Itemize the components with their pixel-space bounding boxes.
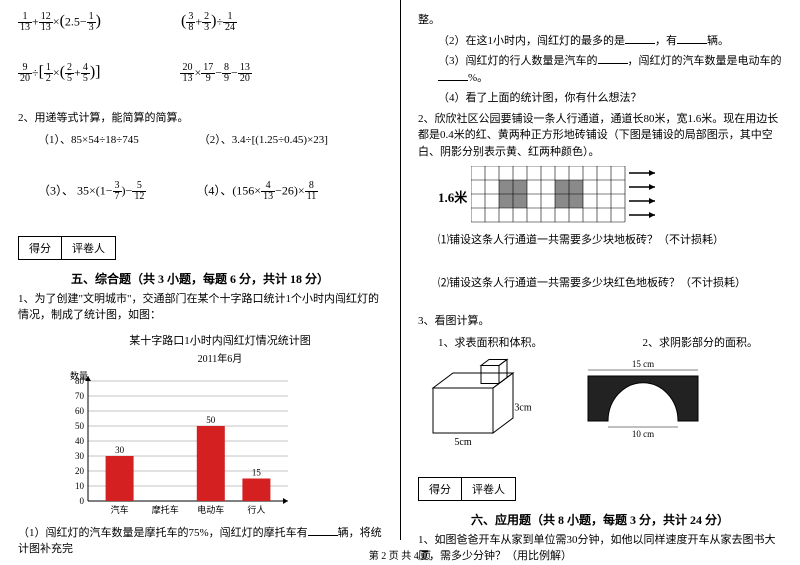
score-label: 得分 <box>419 478 462 500</box>
page-footer: 第 2 页 共 4 页 <box>0 547 800 562</box>
section-5-title: 五、综合题（共 3 小题，每题 6 分，共计 18 分） <box>18 270 382 287</box>
bar-chart: 某十字路口1小时内闯红灯情况统计图 2011年6月 数量010203040506… <box>58 332 382 521</box>
q2-row2: （3）、 35×(1−37)−512 （4）、(156×413−26)×811 <box>18 177 382 206</box>
svg-text:15: 15 <box>252 467 262 477</box>
svg-text:汽车: 汽车 <box>111 504 129 515</box>
svg-text:10: 10 <box>75 481 85 491</box>
q2-stem: 2、用递等式计算，能简算的简算。 <box>18 110 382 127</box>
q2-4: （4）、(156×413−26)×811 <box>196 181 318 202</box>
q5-2-sub1: ⑴铺设这条人行通道一共需要多少块地板砖？（不计损耗） <box>438 232 782 249</box>
svg-text:10 cm: 10 cm <box>632 429 654 438</box>
section-6-title: 六、应用题（共 8 小题，每题 3 分，共计 24 分） <box>418 511 782 528</box>
grid-label: 1.6米 <box>438 187 467 206</box>
chart-date: 2011年6月 <box>58 350 382 365</box>
equation-row-1: 113+1213×(2.5−13) (38+23)÷124 <box>18 8 382 37</box>
blank <box>308 525 338 536</box>
svg-text:40: 40 <box>75 436 85 446</box>
svg-text:80: 80 <box>75 376 85 386</box>
grader-label: 评卷人 <box>462 478 515 500</box>
q5-1-stem: 1、为了创建"文明城市"，交通部门在某个十字路口统计1个小时内闯红灯的情况，制成… <box>18 291 382 324</box>
svg-text:行人: 行人 <box>247 504 265 515</box>
tile-diagram: 1.6米 <box>438 166 782 226</box>
svg-text:30: 30 <box>75 451 85 461</box>
svg-text:70: 70 <box>75 391 85 401</box>
svg-text:50: 50 <box>206 415 216 425</box>
q2-1: （1）、85×54÷18÷745 <box>38 131 139 147</box>
q5-3-subs: 1、求表面积和体积。 2、求阴影部分的面积。 <box>418 334 782 350</box>
svg-text:电动车: 电动车 <box>197 504 224 515</box>
q5-3-1: 1、求表面积和体积。 <box>438 334 543 350</box>
svg-text:50: 50 <box>75 421 85 431</box>
score-box-5: 得分 评卷人 <box>18 236 116 260</box>
q5-sub2: （2）在这1小时内，闯红灯的最多的是，有辆。 <box>438 33 782 50</box>
svg-text:20: 20 <box>75 466 85 476</box>
chart-title: 某十字路口1小时内闯红灯情况统计图 <box>58 332 382 348</box>
column-divider <box>400 0 401 540</box>
q5-3-stem: 3、看图计算。 <box>418 313 782 330</box>
svg-text:0: 0 <box>80 496 85 506</box>
q2-2: （2）、3.4÷[(1.25÷0.45)×23] <box>199 131 328 147</box>
equation-row-2: 920÷[12×(25+45)] 2013×179−89−1320 <box>18 59 382 88</box>
q2-3: （3）、 35×(1−37)−512 <box>38 181 146 202</box>
svg-text:15 cm: 15 cm <box>632 359 654 369</box>
score-label: 得分 <box>19 237 62 259</box>
eq-1b: (38+23)÷124 <box>181 12 237 33</box>
eq-2b: 2013×179−89−1320 <box>180 63 251 84</box>
arch-svg: 15 cm 10 cm <box>578 358 718 438</box>
svg-text:5cm: 5cm <box>454 437 471 448</box>
left-column: 113+1213×(2.5−13) (38+23)÷124 920÷[12×(2… <box>0 0 400 540</box>
score-box-6: 得分 评卷人 <box>418 477 516 501</box>
right-column: 整。 （2）在这1小时内，闯红灯的最多的是，有辆。 （3）闯红灯的行人数量是汽车… <box>400 0 800 540</box>
svg-text:30: 30 <box>115 445 125 455</box>
svg-text:60: 60 <box>75 406 85 416</box>
svg-text:3cm: 3cm <box>514 402 531 413</box>
q5-3-2: 2、求阴影部分的面积。 <box>643 334 759 350</box>
bar-chart-svg: 数量0102030405060708030汽车摩托车50电动车15行人 <box>58 371 298 521</box>
cube-svg: 5cm 3cm <box>418 358 538 453</box>
grader-label: 评卷人 <box>62 237 115 259</box>
q5-2-stem: 2、欣欣社区公园要铺设一条人行通道，通道长80米，宽1.6米。现在用边长都是0.… <box>418 111 782 161</box>
figures-row: 5cm 3cm 15 cm 10 cm <box>418 358 782 453</box>
tile-grid-svg <box>471 166 671 226</box>
eq-1a: 113+1213×(2.5−13) <box>18 12 101 33</box>
svg-text:摩托车: 摩托车 <box>152 504 179 515</box>
q5-sub4: （4）看了上面的统计图，你有什么想法？ <box>438 90 782 107</box>
q5-sub3: （3）闯红灯的行人数量是汽车的，闯红灯的汽车数量是电动车的%。 <box>438 53 782 86</box>
cont: 整。 <box>418 12 782 29</box>
eq-2a: 920÷[12×(25+45)] <box>18 63 100 84</box>
q5-2-sub2: ⑵铺设这条人行通道一共需要多少块红色地板砖？（不计损耗） <box>438 275 782 292</box>
q2-row1: （1）、85×54÷18÷745 （2）、3.4÷[(1.25÷0.45)×23… <box>18 131 382 147</box>
